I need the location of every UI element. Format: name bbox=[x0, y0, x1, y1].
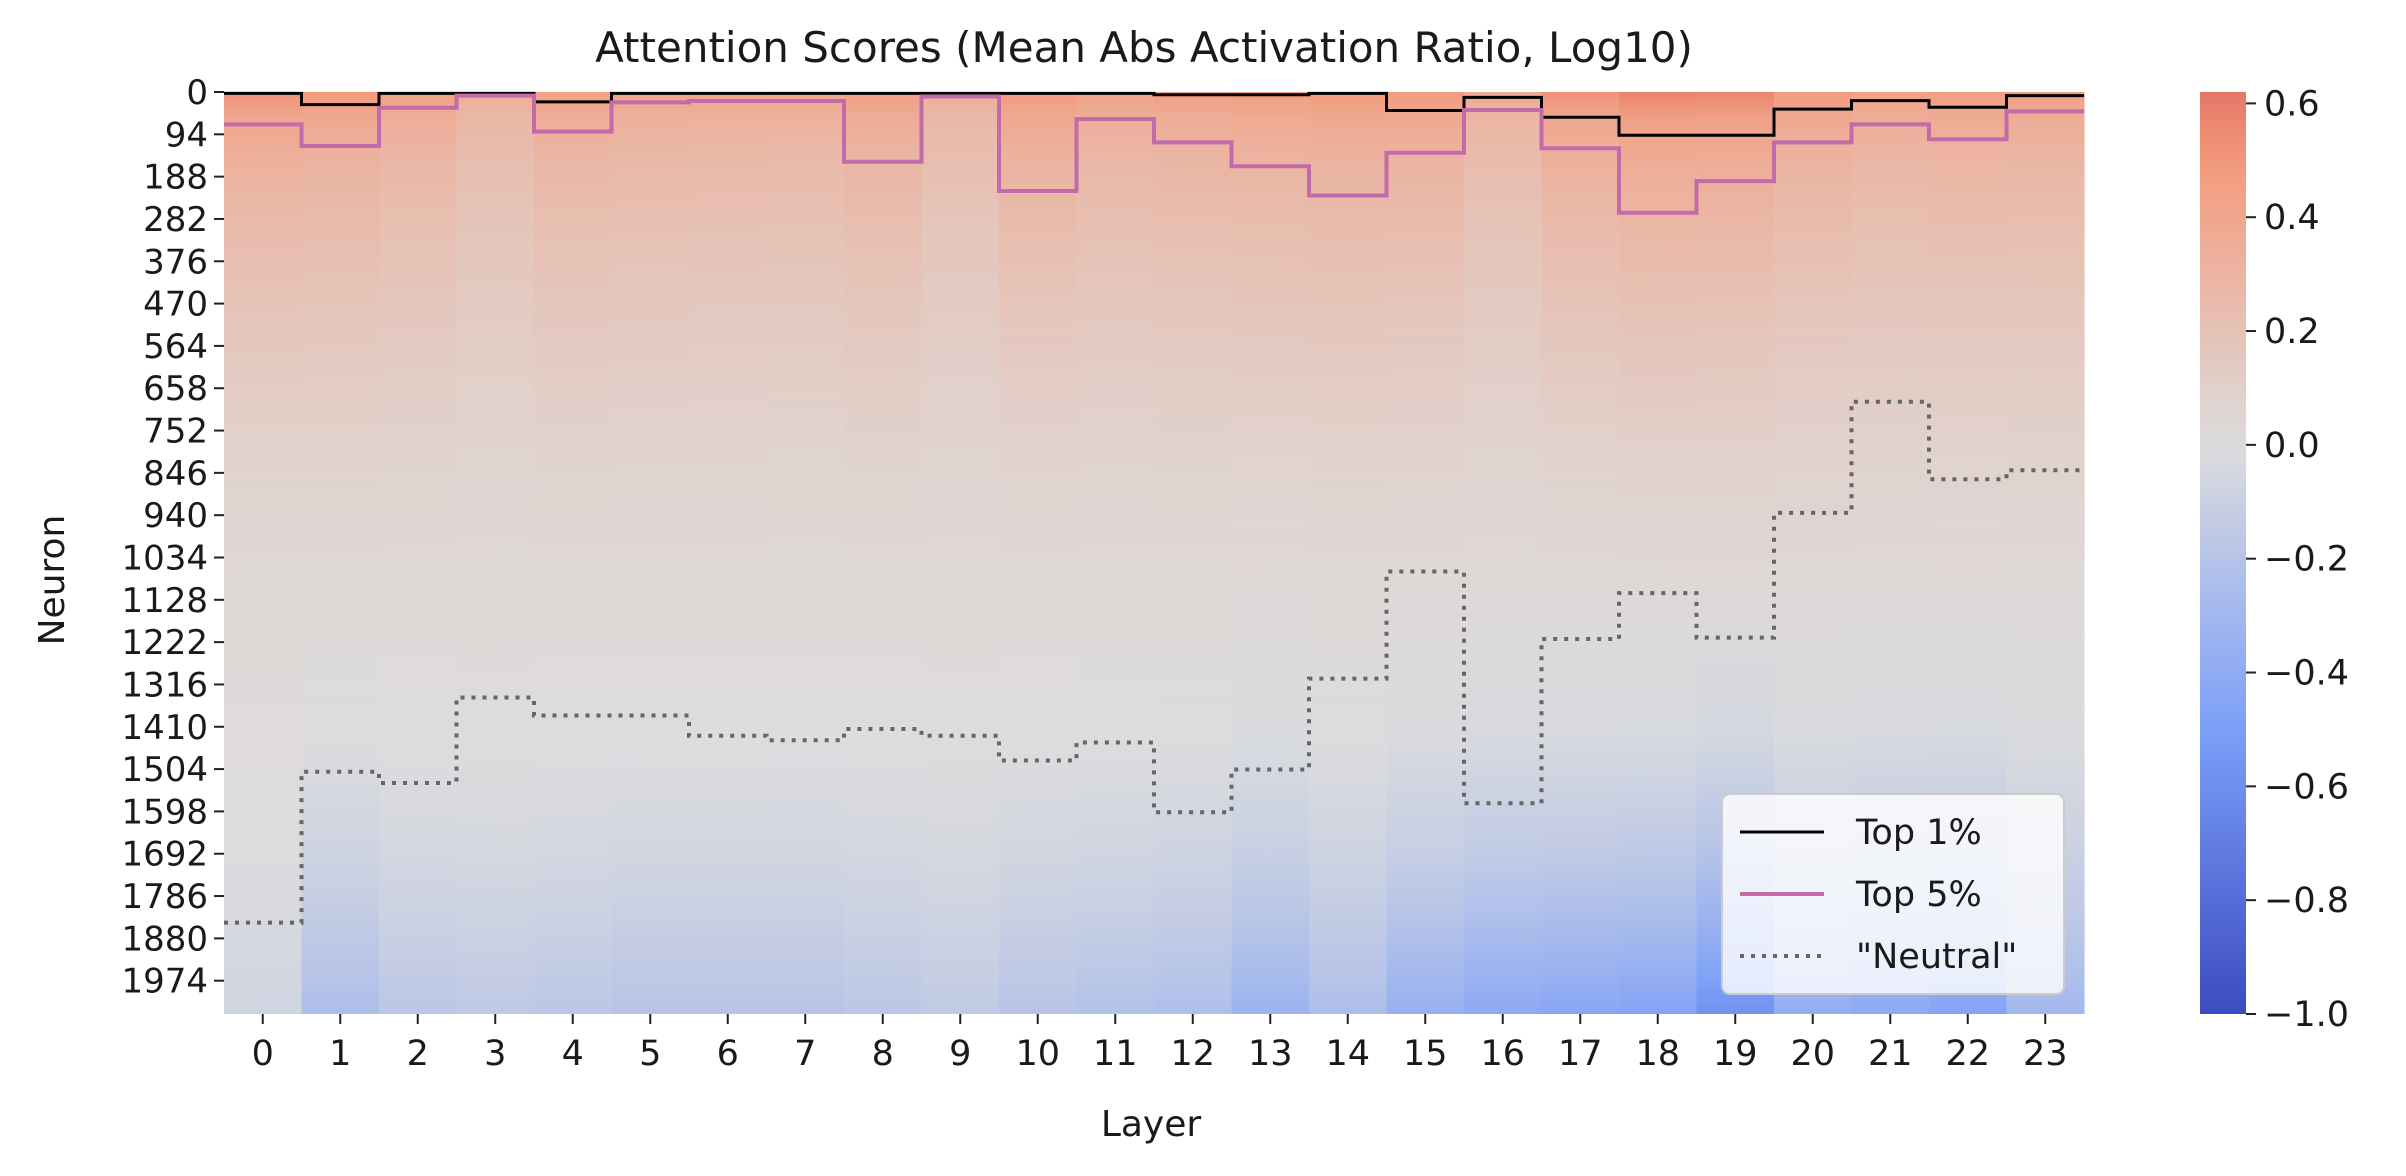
colorbar-tick-label: 0.4 bbox=[2264, 198, 2320, 238]
y-tick-label: 376 bbox=[143, 242, 208, 282]
legend-box bbox=[1721, 793, 2065, 995]
x-tick-label: 8 bbox=[872, 1034, 894, 1074]
y-tick-label: 1316 bbox=[121, 665, 208, 705]
legend-label: Top 1% bbox=[1855, 813, 1982, 853]
x-tick-label: 14 bbox=[1325, 1034, 1370, 1074]
heatmap-column bbox=[921, 92, 1000, 1014]
x-tick-label: 9 bbox=[949, 1034, 971, 1074]
y-tick-label: 940 bbox=[143, 496, 208, 536]
y-tick-label: 1692 bbox=[121, 835, 208, 875]
y-tick-label: 188 bbox=[143, 158, 208, 198]
colorbar: 0.6 0.4 0.2 0.0 −0.2 −0.4 −0.6 −0.8 −1.0 bbox=[2200, 84, 2349, 1035]
x-tick-label: 11 bbox=[1093, 1034, 1138, 1074]
legend: Top 1% Top 5% "Neutral" bbox=[1721, 793, 2065, 995]
x-tick-label: 6 bbox=[717, 1034, 739, 1074]
heatmap-area bbox=[224, 92, 2085, 1014]
colorbar-tick-label: 0.2 bbox=[2264, 312, 2320, 352]
y-tick-label: 1786 bbox=[121, 877, 208, 917]
colorbar-gradient bbox=[2200, 92, 2246, 1014]
legend-label: Top 5% bbox=[1855, 875, 1982, 915]
y-tick-label: 94 bbox=[165, 115, 208, 155]
x-tick-label: 10 bbox=[1015, 1034, 1060, 1074]
heatmap-column bbox=[1309, 92, 1388, 1014]
x-tick-label: 12 bbox=[1170, 1034, 1215, 1074]
heatmap-column bbox=[456, 92, 535, 1014]
x-tick-label: 0 bbox=[252, 1034, 274, 1074]
colorbar-tick-label: −0.8 bbox=[2264, 881, 2349, 921]
x-tick-label: 23 bbox=[2023, 1034, 2068, 1074]
x-tick-label: 1 bbox=[329, 1034, 351, 1074]
heatmap-column bbox=[844, 92, 923, 1014]
heatmap-column bbox=[1076, 92, 1155, 1014]
y-tick-label: 0 bbox=[186, 73, 208, 113]
y-tick-label: 752 bbox=[143, 412, 208, 452]
y-tick-label: 1128 bbox=[121, 581, 208, 621]
colorbar-tick-label: −0.6 bbox=[2264, 767, 2349, 807]
y-axis: 0941882823764705646587528469401034112812… bbox=[121, 73, 224, 1002]
colorbar-tick-label: 0.6 bbox=[2264, 84, 2320, 124]
colorbar-tick-label: −0.4 bbox=[2264, 654, 2349, 694]
x-tick-label: 16 bbox=[1480, 1034, 1525, 1074]
chart-title: Attention Scores (Mean Abs Activation Ra… bbox=[595, 23, 1693, 72]
heatmap-column bbox=[1386, 92, 1465, 1014]
heatmap-column bbox=[534, 92, 613, 1014]
heatmap-column bbox=[611, 92, 690, 1014]
y-tick-label: 1410 bbox=[121, 708, 208, 748]
heatmap-column bbox=[1231, 92, 1310, 1014]
heatmap-column bbox=[1464, 92, 1543, 1014]
x-tick-label: 19 bbox=[1713, 1034, 1758, 1074]
x-tick-label: 17 bbox=[1558, 1034, 1603, 1074]
y-tick-label: 564 bbox=[143, 327, 208, 367]
y-tick-label: 1880 bbox=[121, 919, 208, 959]
colorbar-tick-label: −0.2 bbox=[2264, 540, 2349, 580]
x-tick-label: 4 bbox=[562, 1034, 584, 1074]
heatmap-column bbox=[224, 92, 303, 1014]
x-tick-label: 20 bbox=[1790, 1034, 1835, 1074]
legend-label: "Neutral" bbox=[1856, 937, 2017, 977]
series-line bbox=[224, 399, 2084, 925]
y-tick-label: 1034 bbox=[121, 539, 208, 579]
x-tick-label: 13 bbox=[1248, 1034, 1293, 1074]
y-tick-label: 658 bbox=[143, 369, 208, 409]
heatmap-column bbox=[766, 92, 845, 1014]
y-tick-label: 1504 bbox=[121, 750, 208, 790]
x-tick-label: 2 bbox=[407, 1034, 429, 1074]
y-tick-label: 1222 bbox=[121, 623, 208, 663]
series-lines bbox=[224, 91, 2084, 925]
x-tick-label: 21 bbox=[1868, 1034, 1913, 1074]
y-tick-label: 1598 bbox=[121, 792, 208, 832]
heatmap-column bbox=[689, 92, 768, 1014]
x-tick-label: 7 bbox=[794, 1034, 816, 1074]
heatmap-column bbox=[379, 92, 458, 1014]
heatmap-column bbox=[301, 92, 380, 1014]
x-tick-label: 3 bbox=[484, 1034, 506, 1074]
x-tick-label: 5 bbox=[639, 1034, 661, 1074]
colorbar-tick-label: 0.0 bbox=[2264, 426, 2320, 466]
series-line bbox=[224, 93, 2084, 215]
x-tick-label: 22 bbox=[1945, 1034, 1990, 1074]
heatmap-column bbox=[999, 92, 1078, 1014]
x-tick-label: 15 bbox=[1403, 1034, 1448, 1074]
y-axis-label: Neuron bbox=[32, 515, 73, 646]
y-tick-label: 1974 bbox=[121, 962, 208, 1002]
x-axis: 0 1 2 3 4 5 6 7 8 9 10 11 12 13 14 15 16 17 18 19 20 21 22 23 bbox=[252, 1014, 2068, 1074]
heatmap-column bbox=[1541, 92, 1620, 1014]
heatmap-column bbox=[1619, 92, 1698, 1014]
y-tick-label: 846 bbox=[143, 454, 208, 494]
y-tick-label: 282 bbox=[143, 200, 208, 240]
x-tick-label: 18 bbox=[1635, 1034, 1680, 1074]
colorbar-tick-label: −1.0 bbox=[2264, 995, 2349, 1035]
heatmap-column bbox=[1154, 92, 1233, 1014]
y-tick-label: 470 bbox=[143, 285, 208, 325]
x-axis-label: Layer bbox=[1101, 1104, 1202, 1145]
